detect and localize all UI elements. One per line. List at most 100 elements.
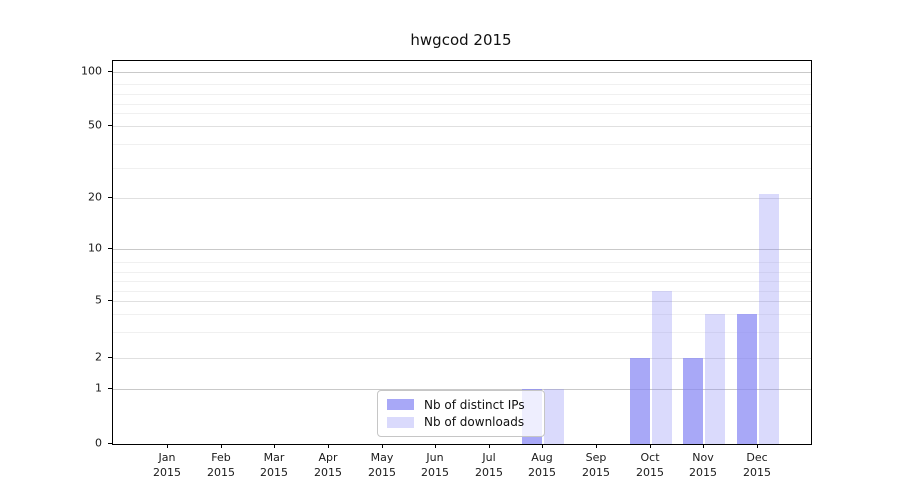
bar-distinct-ips-nov (683, 358, 703, 444)
minor-gridline (113, 94, 811, 95)
legend-label-downloads: Nb of downloads (424, 415, 525, 430)
y-tick-label: 5 (95, 293, 102, 307)
major-gridline (113, 249, 811, 250)
month-label: Jan (158, 451, 176, 464)
major-gridline (113, 389, 811, 390)
y-axis-tick (108, 125, 112, 126)
bar-distinct-ips-dec (737, 314, 757, 444)
x-axis-tick (167, 444, 168, 448)
minor-gridline (113, 168, 811, 169)
x-tick-label: Oct 2015 (623, 450, 677, 480)
x-tick-label: Aug 2015 (515, 450, 569, 480)
y-axis-tick (108, 248, 112, 249)
year-label: 2015 (314, 466, 342, 479)
month-label: Dec (746, 451, 768, 464)
x-axis-tick (435, 444, 436, 448)
month-label: Mar (263, 451, 285, 464)
month-label: Nov (692, 451, 714, 464)
x-tick-label: Dec 2015 (730, 450, 784, 480)
month-label: Oct (640, 451, 660, 464)
major-gridline (113, 126, 811, 127)
y-axis-tick (108, 197, 112, 198)
year-label: 2015 (421, 466, 449, 479)
bar-downloads-aug (544, 389, 564, 444)
major-gridline (113, 301, 811, 302)
x-axis-tick (382, 444, 383, 448)
x-tick-label: May 2015 (355, 450, 409, 480)
year-label: 2015 (153, 466, 181, 479)
minor-gridline (113, 314, 811, 315)
x-axis-tick (489, 444, 490, 448)
x-axis-tick (542, 444, 543, 448)
chart-title: hwgcod 2015 (410, 31, 512, 49)
minor-gridline (113, 272, 811, 273)
legend-label-distinct-ips: Nb of distinct IPs (424, 397, 525, 412)
x-axis-tick (650, 444, 651, 448)
bar-downloads-dec (759, 194, 779, 444)
x-tick-label: Feb 2015 (194, 450, 248, 480)
minor-gridline (113, 262, 811, 263)
year-label: 2015 (636, 466, 664, 479)
x-axis-tick (757, 444, 758, 448)
year-label: 2015 (260, 466, 288, 479)
month-label: Jul (482, 451, 496, 464)
legend-item-distinct-ips: Nb of distinct IPs (387, 398, 535, 412)
x-tick-label: Jun 2015 (408, 450, 462, 480)
y-tick-label: 1 (95, 381, 102, 395)
major-gridline (113, 358, 811, 359)
y-tick-label: 2 (95, 350, 102, 364)
x-tick-label: Jan 2015 (140, 450, 194, 480)
bar-downloads-nov (705, 314, 725, 444)
year-label: 2015 (582, 466, 610, 479)
y-axis-tick (108, 300, 112, 301)
y-axis-tick (108, 388, 112, 389)
major-gridline (113, 198, 811, 199)
year-label: 2015 (368, 466, 396, 479)
legend-swatch-distinct-ips (387, 399, 414, 411)
minor-gridline (113, 104, 811, 105)
y-axis-tick (108, 357, 112, 358)
minor-gridline (113, 84, 811, 85)
minor-gridline (113, 281, 811, 282)
month-label: Sep (585, 451, 607, 464)
x-axis-tick (328, 444, 329, 448)
x-axis-tick (274, 444, 275, 448)
year-label: 2015 (689, 466, 717, 479)
legend-swatch-downloads (387, 416, 414, 428)
month-label: Feb (211, 451, 231, 464)
y-tick-label: 10 (88, 241, 102, 255)
minor-gridline (113, 291, 811, 292)
x-tick-label: Mar 2015 (247, 450, 301, 480)
minor-gridline (113, 332, 811, 333)
year-label: 2015 (207, 466, 235, 479)
year-label: 2015 (475, 466, 503, 479)
month-label: Aug (531, 451, 553, 464)
month-label: Jun (426, 451, 444, 464)
plot-area (112, 60, 812, 445)
y-tick-label: 0 (95, 436, 102, 450)
minor-gridline (113, 113, 811, 114)
y-tick-label: 100 (81, 64, 102, 78)
year-label: 2015 (528, 466, 556, 479)
minor-gridline (113, 144, 811, 145)
x-axis-tick (596, 444, 597, 448)
legend-item-downloads: Nb of downloads (387, 415, 535, 429)
year-label: 2015 (743, 466, 771, 479)
x-tick-label: Apr 2015 (301, 450, 355, 480)
y-axis-tick (108, 443, 112, 444)
y-tick-label: 20 (88, 190, 102, 204)
month-label: Apr (318, 451, 338, 464)
legend: Nb of distinct IPs Nb of downloads (377, 390, 545, 437)
month-label: May (370, 451, 394, 464)
y-axis-tick (108, 71, 112, 72)
bar-downloads-oct (652, 291, 672, 444)
y-tick-label: 50 (88, 118, 102, 132)
x-tick-label: Jul 2015 (462, 450, 516, 480)
major-gridline (113, 72, 811, 73)
x-axis-tick (703, 444, 704, 448)
x-axis-tick (221, 444, 222, 448)
bar-distinct-ips-oct (630, 358, 650, 444)
x-tick-label: Sep 2015 (569, 450, 623, 480)
x-tick-label: Nov 2015 (676, 450, 730, 480)
